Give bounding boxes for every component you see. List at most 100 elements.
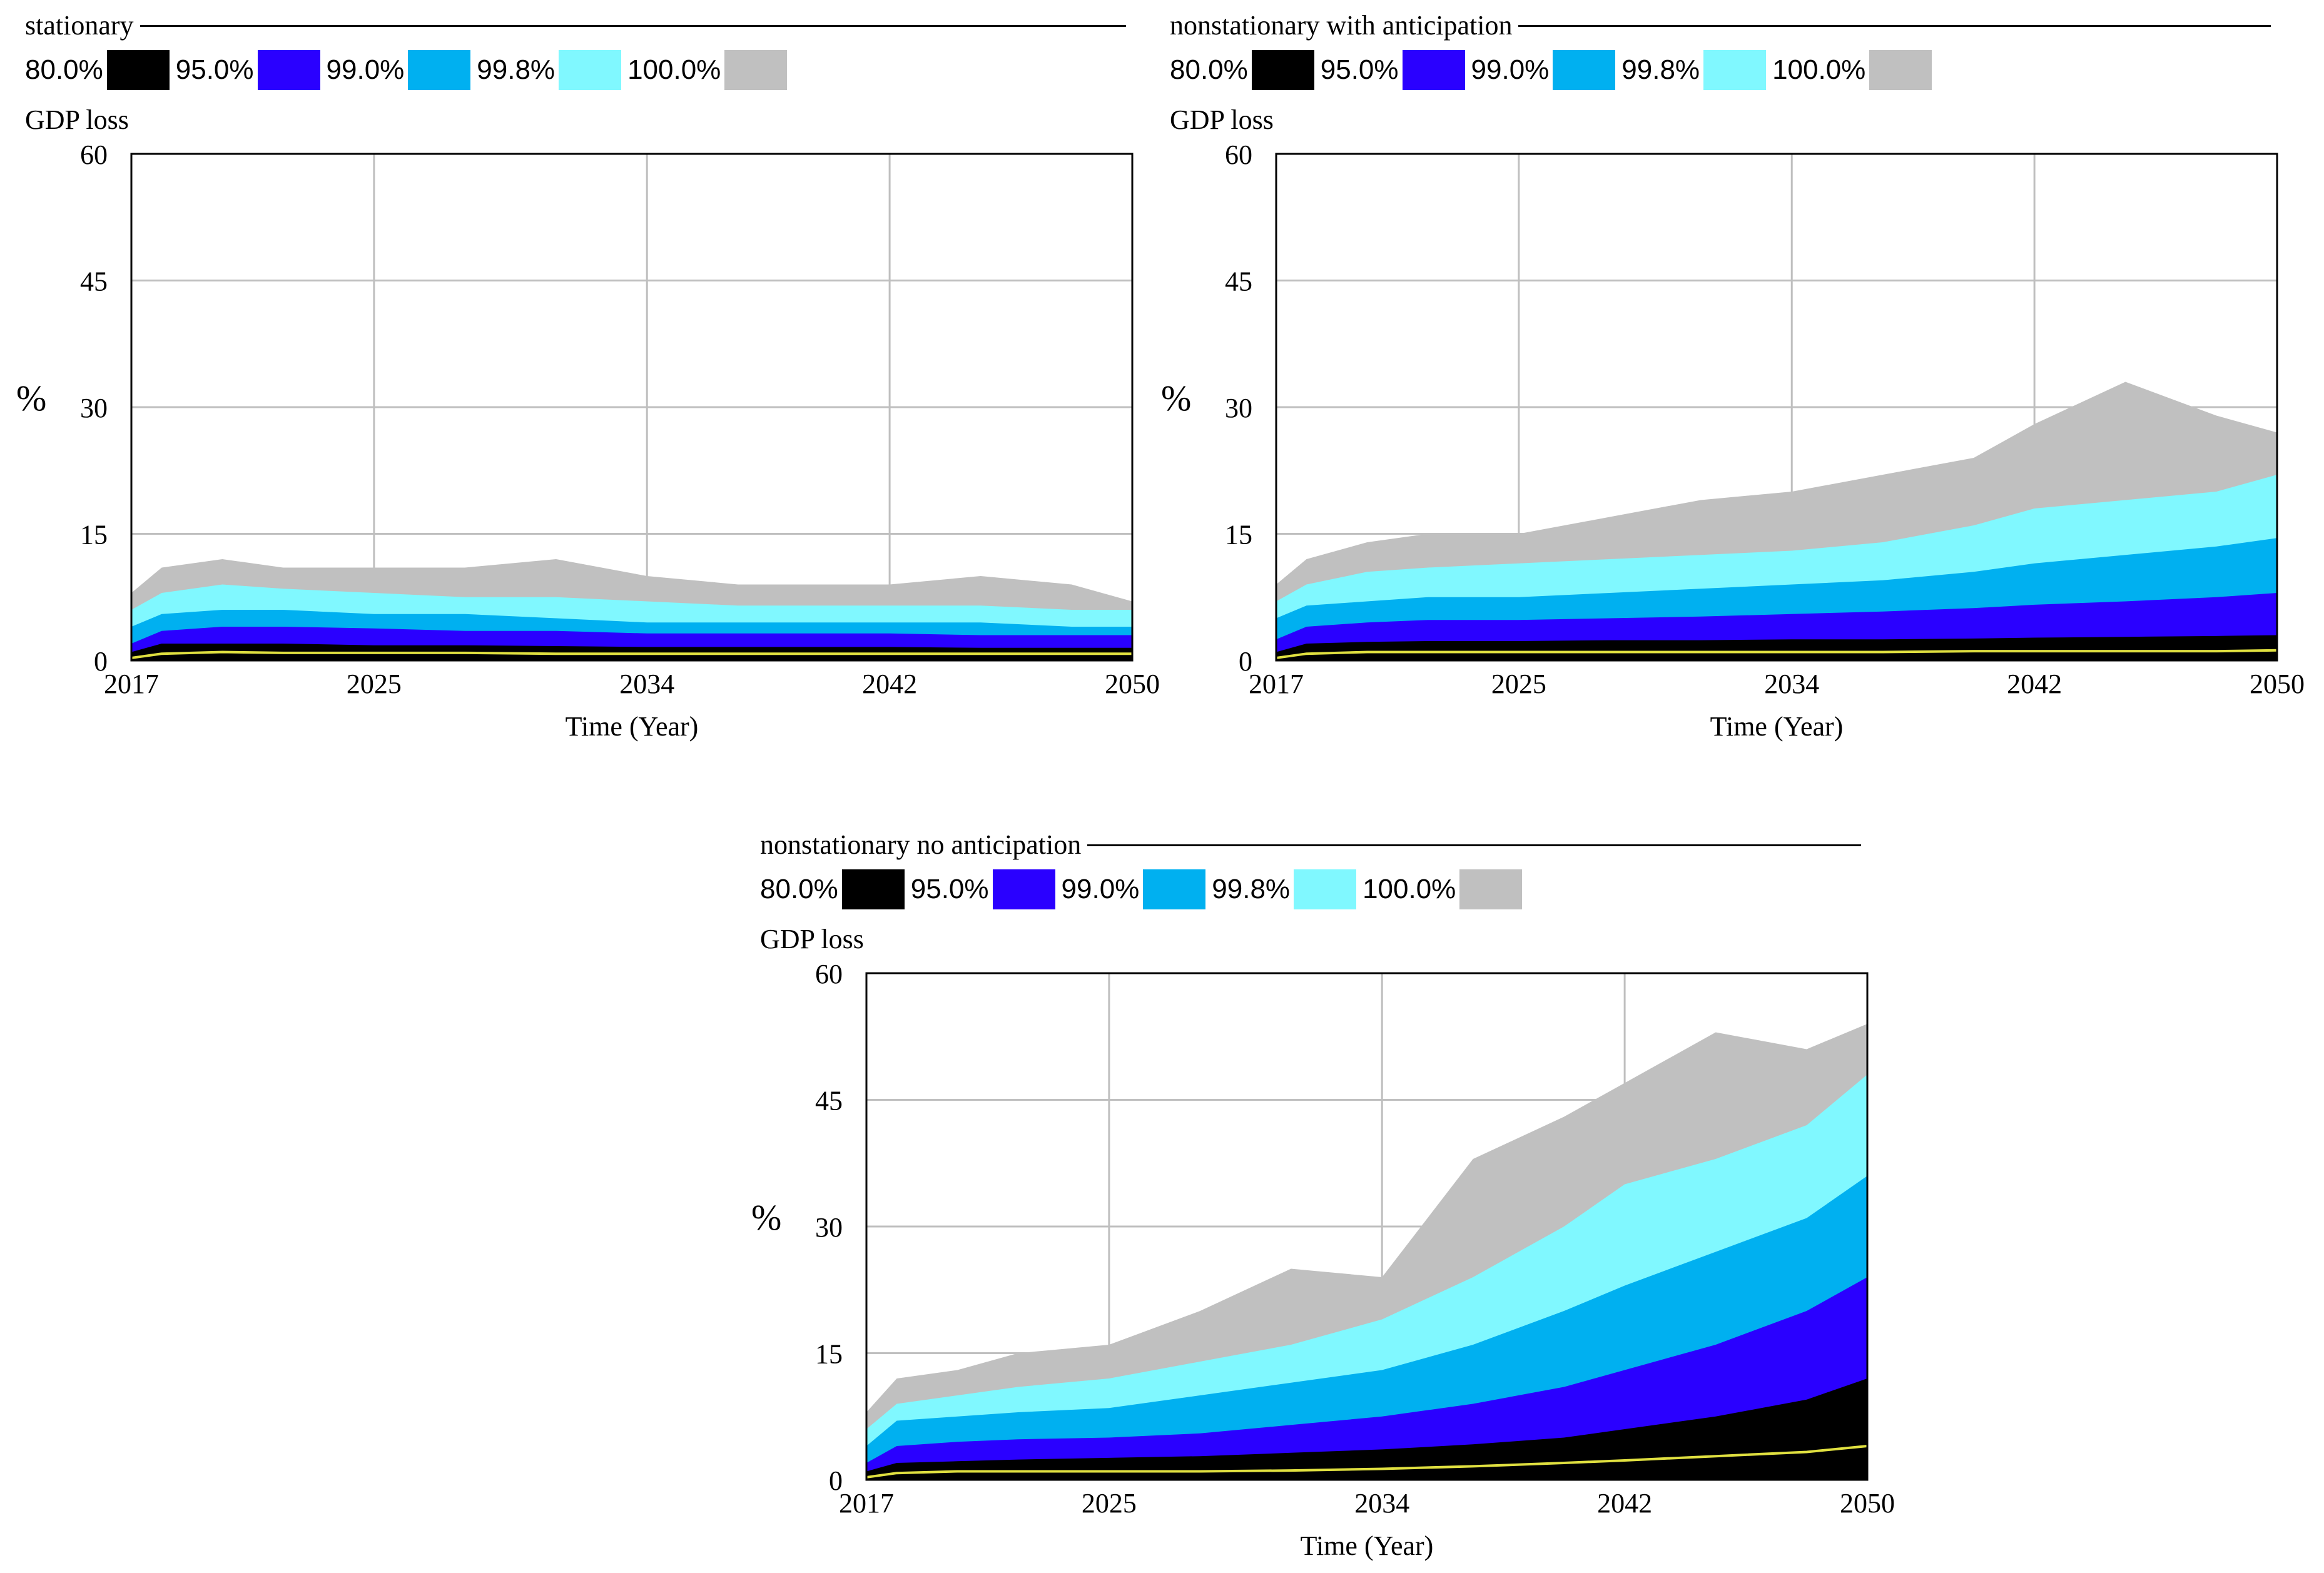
chart-stationary: stationary 80.0% 95.0% 99.0% 99.8% 100.0% GD…: [16, 11, 1160, 742]
y-tick-label: 60: [80, 139, 108, 170]
legend: 80.0% 95.0% 99.0% 99.8% 100.0%: [1170, 50, 1938, 90]
area-band-80.0pct: [866, 1378, 1867, 1480]
variable-name: GDP loss: [760, 924, 864, 954]
legend-item: 80.0%: [760, 869, 911, 909]
legend-label: 99.0%: [326, 54, 405, 85]
chart-title-row: nonstationary with anticipation: [1170, 11, 2271, 40]
legend-swatch: [257, 50, 320, 90]
title-rule: [1170, 25, 2271, 27]
legend-swatch: [1402, 50, 1465, 90]
y-axis-unit: %: [751, 1197, 782, 1238]
x-axis-label: Time (Year): [565, 711, 699, 742]
x-tick-label: 2050: [1105, 669, 1160, 699]
x-tick-label: 2034: [1354, 1488, 1409, 1519]
legend-swatch: [1553, 50, 1616, 90]
x-tick-label: 2042: [862, 669, 917, 699]
chart-title: nonstationary with anticipation: [1170, 11, 1519, 40]
y-tick-label: 60: [1225, 139, 1252, 170]
x-tick-label: 2017: [839, 1488, 894, 1519]
legend-swatch: [559, 50, 622, 90]
x-tick-label: 2042: [2007, 669, 2062, 699]
x-axis-label: Time (Year): [1710, 711, 1844, 742]
y-tick-label: 0: [829, 1465, 843, 1496]
area-band-80.0pct: [1276, 635, 2277, 660]
y-tick-label: 45: [1225, 266, 1252, 297]
x-tick-label: 2025: [1082, 1488, 1137, 1519]
legend-swatch: [841, 869, 905, 909]
title-rule: [760, 844, 1861, 846]
legend-item: 99.0%: [1471, 50, 1622, 90]
y-tick-label: 45: [80, 266, 108, 297]
x-tick-label: 2034: [1764, 669, 1819, 699]
legend-item: 99.8%: [1212, 869, 1362, 909]
x-tick-label: 2050: [1840, 1488, 1895, 1519]
y-tick-label: 15: [80, 520, 108, 550]
legend-label: 100.0%: [1362, 874, 1456, 904]
y-axis-unit: %: [1161, 378, 1192, 418]
legend-swatch: [106, 50, 170, 90]
plot-frame: [130, 153, 1134, 662]
plot-area: 0 15 30 45 60 2017 2025 2034 2042 2050: [80, 139, 1160, 699]
x-axis-label: Time (Year): [1300, 1530, 1434, 1561]
y-tick-label: 0: [94, 646, 108, 677]
legend: 80.0% 95.0% 99.0% 99.8% 100.0%: [760, 869, 1528, 909]
x-tick-label: 2050: [2250, 669, 2305, 699]
legend-item: 100.0%: [627, 50, 793, 90]
x-tick-label: 2017: [104, 669, 159, 699]
y-tick-label: 15: [815, 1339, 843, 1370]
legend-swatch: [1703, 50, 1767, 90]
chart-title: nonstationary no anticipation: [760, 831, 1088, 859]
legend-label: 95.0%: [910, 874, 989, 904]
legend-swatch: [992, 869, 1055, 909]
legend-label: 80.0%: [760, 874, 838, 904]
title-rule: [25, 25, 1126, 27]
legend-label: 100.0%: [627, 54, 721, 85]
x-tick-label: 2042: [1597, 1488, 1652, 1519]
legend-label: 99.0%: [1061, 874, 1140, 904]
y-tick-label: 15: [1225, 520, 1252, 550]
legend-item: 99.8%: [477, 50, 627, 90]
y-tick-label: 30: [80, 393, 108, 423]
legend-item: 100.0%: [1362, 869, 1528, 909]
area-band-80.0pct: [131, 644, 1132, 660]
chart-title-row: nonstationary no anticipation: [760, 831, 1861, 859]
chart-nonstationary-with-anticipation: nonstationary with anticipation 80.0% 95.…: [1161, 11, 2305, 742]
x-tick-label: 2025: [1491, 669, 1546, 699]
legend-item: 95.0%: [911, 869, 1062, 909]
legend-item: 100.0%: [1772, 50, 1938, 90]
x-tick-label: 2034: [619, 669, 674, 699]
legend-item: 80.0%: [1170, 50, 1321, 90]
plot-area: 0 15 30 45 60 2017 2025 2034 2042 2050: [815, 959, 1895, 1519]
plot-area: 0 15 30 45 60 2017 2025 2034 2042 2050: [1225, 139, 2305, 699]
legend: 80.0% 95.0% 99.0% 99.8% 100.0%: [25, 50, 793, 90]
legend-label: 99.8%: [477, 54, 556, 85]
legend-swatch: [1459, 869, 1523, 909]
legend-label: 99.8%: [1212, 874, 1291, 904]
area-band-95.0pct: [866, 1277, 1867, 1480]
legend-item: 99.0%: [1062, 869, 1212, 909]
legend-label: 80.0%: [1170, 54, 1248, 85]
legend-swatch: [1251, 50, 1314, 90]
legend-swatch: [1143, 869, 1206, 909]
plot-frame: [865, 972, 1869, 1481]
legend-label: 99.0%: [1471, 54, 1550, 85]
chart-title: stationary: [25, 11, 140, 40]
variable-name: GDP loss: [1170, 104, 1274, 135]
legend-label: 100.0%: [1772, 54, 1866, 85]
x-tick-label: 2017: [1249, 669, 1304, 699]
median-line: [131, 650, 1132, 659]
y-tick-label: 0: [1239, 646, 1252, 677]
legend-item: 99.8%: [1621, 50, 1772, 90]
x-tick-label: 2025: [347, 669, 402, 699]
legend-swatch: [724, 50, 788, 90]
legend-swatch: [1294, 869, 1357, 909]
legend-label: 80.0%: [25, 54, 103, 85]
chart-nonstationary-no-anticipation: nonstationary no anticipation 80.0% 95.0%…: [751, 831, 1895, 1562]
median-line: [1276, 649, 2278, 659]
y-tick-label: 45: [815, 1086, 843, 1116]
median-line: [866, 1445, 1868, 1479]
y-axis-unit: %: [16, 378, 47, 418]
legend-label: 95.0%: [175, 54, 254, 85]
y-tick-label: 30: [1225, 393, 1252, 423]
legend-item: 99.0%: [327, 50, 477, 90]
